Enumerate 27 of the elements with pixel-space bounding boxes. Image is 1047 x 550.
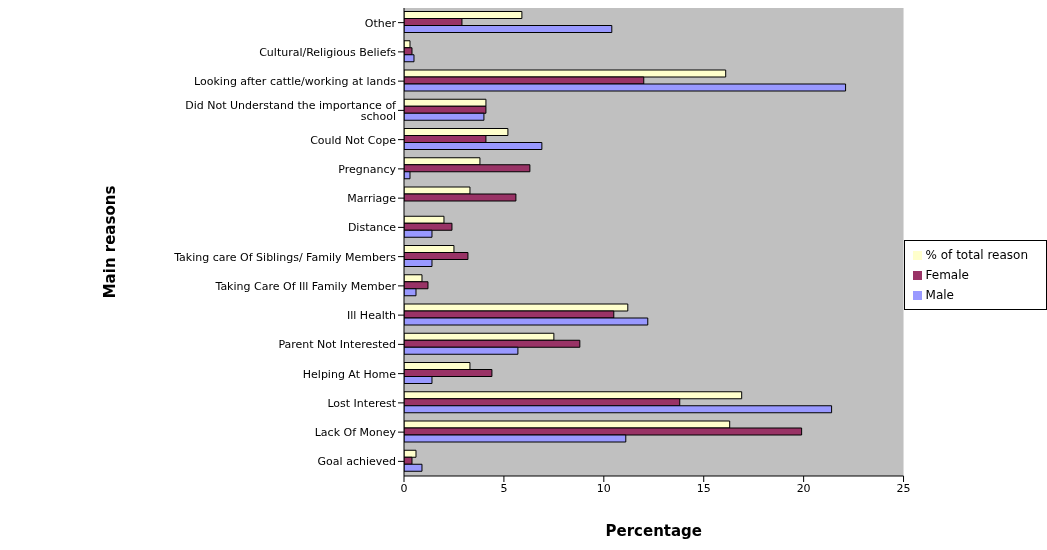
y-tick-label: Lost Interest [327,396,397,410]
y-tick-label: Did Not Understand the importance of school [185,98,398,123]
x-tick-label: 25 [896,481,911,495]
x-tick-label: 0 [400,481,408,495]
y-tick-label: Ill Health [347,309,397,323]
y-tick-label: Goal achieved [317,455,396,469]
x-axis-title: Percentage [605,522,703,540]
y-tick-label: Marriage [347,192,397,206]
y-tick-label: Taking care Of Siblings/ Family Members [173,250,397,264]
y-tick-label: Other [364,16,397,30]
y-tick-label: Taking Care Of Ill Family Member [214,279,397,293]
y-axis-title: Main reasons [101,185,120,299]
x-tick-label: 15 [696,481,711,495]
x-tick-label: 5 [500,481,508,495]
y-tick-label: Parent Not Interested [278,338,396,352]
y-tick-label: Cultural/Religious Beliefs [259,45,397,59]
legend-label: Female [925,268,969,282]
legend-label: Male [925,288,954,302]
y-tick-label: Lack Of Money [314,426,397,440]
x-tick-label: 20 [796,481,811,495]
y-tick-label: Pregnancy [338,162,397,176]
legend-label: % of total reason [925,248,1028,262]
y-tick-label: Distance [347,221,397,235]
x-tick-label: 10 [596,481,611,495]
y-tick-label: Helping At Home [302,367,397,381]
y-tick-label: Looking after cattle/working at lands [194,75,397,89]
y-tick-label: Could Not Cope [310,133,397,147]
